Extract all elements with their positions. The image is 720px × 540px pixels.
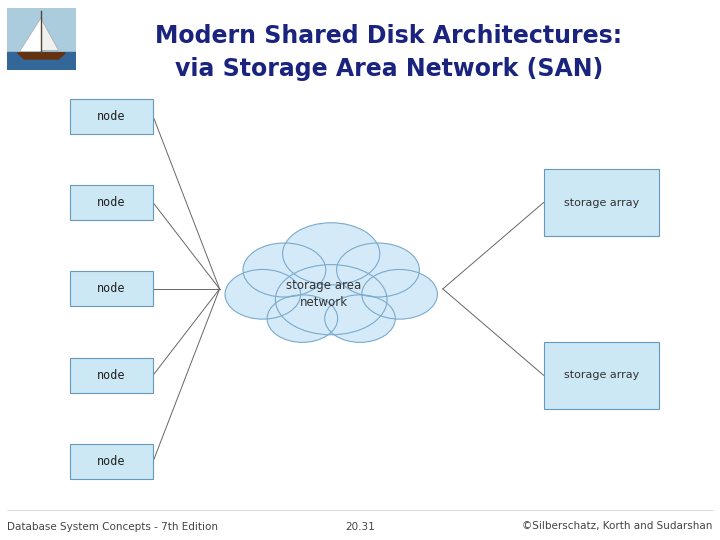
FancyBboxPatch shape — [71, 98, 153, 133]
FancyBboxPatch shape — [71, 185, 153, 220]
Ellipse shape — [225, 269, 301, 319]
FancyBboxPatch shape — [544, 342, 659, 409]
Text: node: node — [97, 369, 126, 382]
Text: storage area
network: storage area network — [287, 279, 361, 309]
Polygon shape — [17, 53, 66, 59]
Ellipse shape — [275, 265, 387, 335]
Polygon shape — [7, 8, 76, 51]
FancyBboxPatch shape — [544, 168, 659, 237]
Text: storage array: storage array — [564, 370, 639, 380]
Text: storage array: storage array — [564, 198, 639, 207]
Polygon shape — [7, 51, 76, 70]
Text: node: node — [97, 282, 126, 295]
Text: Database System Concepts - 7th Edition: Database System Concepts - 7th Edition — [7, 522, 218, 531]
Ellipse shape — [362, 269, 438, 319]
Text: node: node — [97, 455, 126, 468]
Text: ©Silberschatz, Korth and Sudarshan: ©Silberschatz, Korth and Sudarshan — [523, 522, 713, 531]
Ellipse shape — [275, 265, 387, 335]
FancyBboxPatch shape — [71, 444, 153, 480]
Ellipse shape — [362, 269, 438, 319]
Ellipse shape — [325, 295, 395, 342]
Ellipse shape — [267, 295, 338, 342]
Text: via Storage Area Network (SAN): via Storage Area Network (SAN) — [175, 57, 603, 80]
Polygon shape — [42, 19, 58, 50]
Ellipse shape — [267, 295, 338, 342]
Ellipse shape — [337, 243, 419, 297]
FancyBboxPatch shape — [71, 358, 153, 393]
Text: Modern Shared Disk Architectures:: Modern Shared Disk Architectures: — [156, 24, 622, 48]
Ellipse shape — [325, 295, 395, 342]
Ellipse shape — [243, 243, 325, 297]
Ellipse shape — [337, 243, 419, 297]
Text: node: node — [97, 196, 126, 209]
Ellipse shape — [225, 269, 301, 319]
FancyBboxPatch shape — [71, 271, 153, 306]
Ellipse shape — [282, 222, 380, 285]
Ellipse shape — [243, 243, 325, 297]
Text: 20.31: 20.31 — [345, 522, 375, 531]
Text: node: node — [97, 110, 126, 123]
Ellipse shape — [282, 222, 380, 285]
Polygon shape — [19, 17, 42, 51]
